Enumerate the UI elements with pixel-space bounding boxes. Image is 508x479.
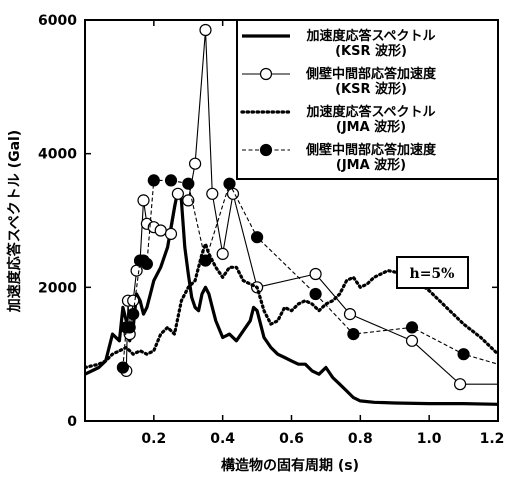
series-4-point	[182, 177, 195, 190]
y-tick-label: 2000	[38, 280, 77, 296]
series-2-point	[199, 23, 212, 37]
series-4-point	[405, 321, 419, 334]
series-4-point	[199, 254, 212, 267]
series-4-point	[116, 361, 130, 374]
y-tick-label: 0	[67, 414, 77, 430]
y-axis-title: 加速度応答スペクトル (Gal)	[6, 130, 23, 313]
series-4-point	[309, 287, 322, 301]
legend-label-3: 加速度応答スペクトル(JMA 波形)	[305, 104, 435, 135]
svg-text:h=5%: h=5%	[410, 266, 455, 282]
series-4-point	[127, 308, 140, 321]
series-4-point	[223, 177, 236, 190]
series-2-point	[137, 194, 150, 207]
series-2-point	[182, 194, 195, 207]
series-4-point	[164, 174, 178, 187]
x-tick-label: 1.2	[480, 431, 505, 447]
series-2-point	[127, 294, 140, 307]
series-2-point	[164, 227, 178, 240]
series-line-1	[85, 188, 498, 406]
series-line-3	[85, 242, 498, 370]
legend-marker-4	[259, 143, 273, 157]
series-2-point	[343, 308, 357, 321]
series-2-point	[189, 157, 202, 170]
series-2-point	[130, 264, 143, 277]
series-4-point	[147, 174, 160, 187]
series-2-point	[405, 334, 419, 347]
series-4-point	[251, 231, 264, 244]
legend-label-2: 側壁中間部応答加速度(KSR 波形)	[305, 66, 437, 97]
series-2-point	[309, 267, 322, 281]
series-4-point	[123, 321, 136, 334]
series-4-point	[140, 257, 153, 270]
damping-annotation: h=5%	[396, 256, 469, 289]
x-tick-label: 0.2	[141, 431, 166, 447]
series-4-point	[347, 328, 360, 341]
legend-label-1: 加速度応答スペクトル(KSR 波形)	[305, 28, 435, 59]
series-2-point	[171, 187, 184, 200]
x-axis-title: 構造物の固有周期 (s)	[221, 457, 359, 474]
series-2-point	[454, 378, 467, 391]
x-tick-label: 0.6	[279, 431, 304, 447]
series-2-point	[216, 247, 229, 260]
series-2-point	[206, 187, 219, 200]
x-tick-label: 1.0	[417, 431, 442, 447]
legend-frame	[236, 19, 499, 180]
legend-label-4: 側壁中間部応答加速度(JMA 波形)	[305, 142, 437, 173]
series-4-point	[457, 348, 470, 361]
y-tick-label: 6000	[38, 13, 77, 29]
x-tick-label: 0.8	[348, 431, 373, 447]
series-2-point	[154, 224, 167, 237]
legend-marker-2	[259, 67, 273, 81]
y-tick-label: 4000	[38, 147, 77, 163]
series-layer	[85, 23, 498, 406]
legend: 加速度応答スペクトル(KSR 波形) 側壁中間部応答加速度(KSR 波形) 加速度応…	[236, 19, 499, 180]
x-tick-label: 0.4	[210, 431, 235, 447]
